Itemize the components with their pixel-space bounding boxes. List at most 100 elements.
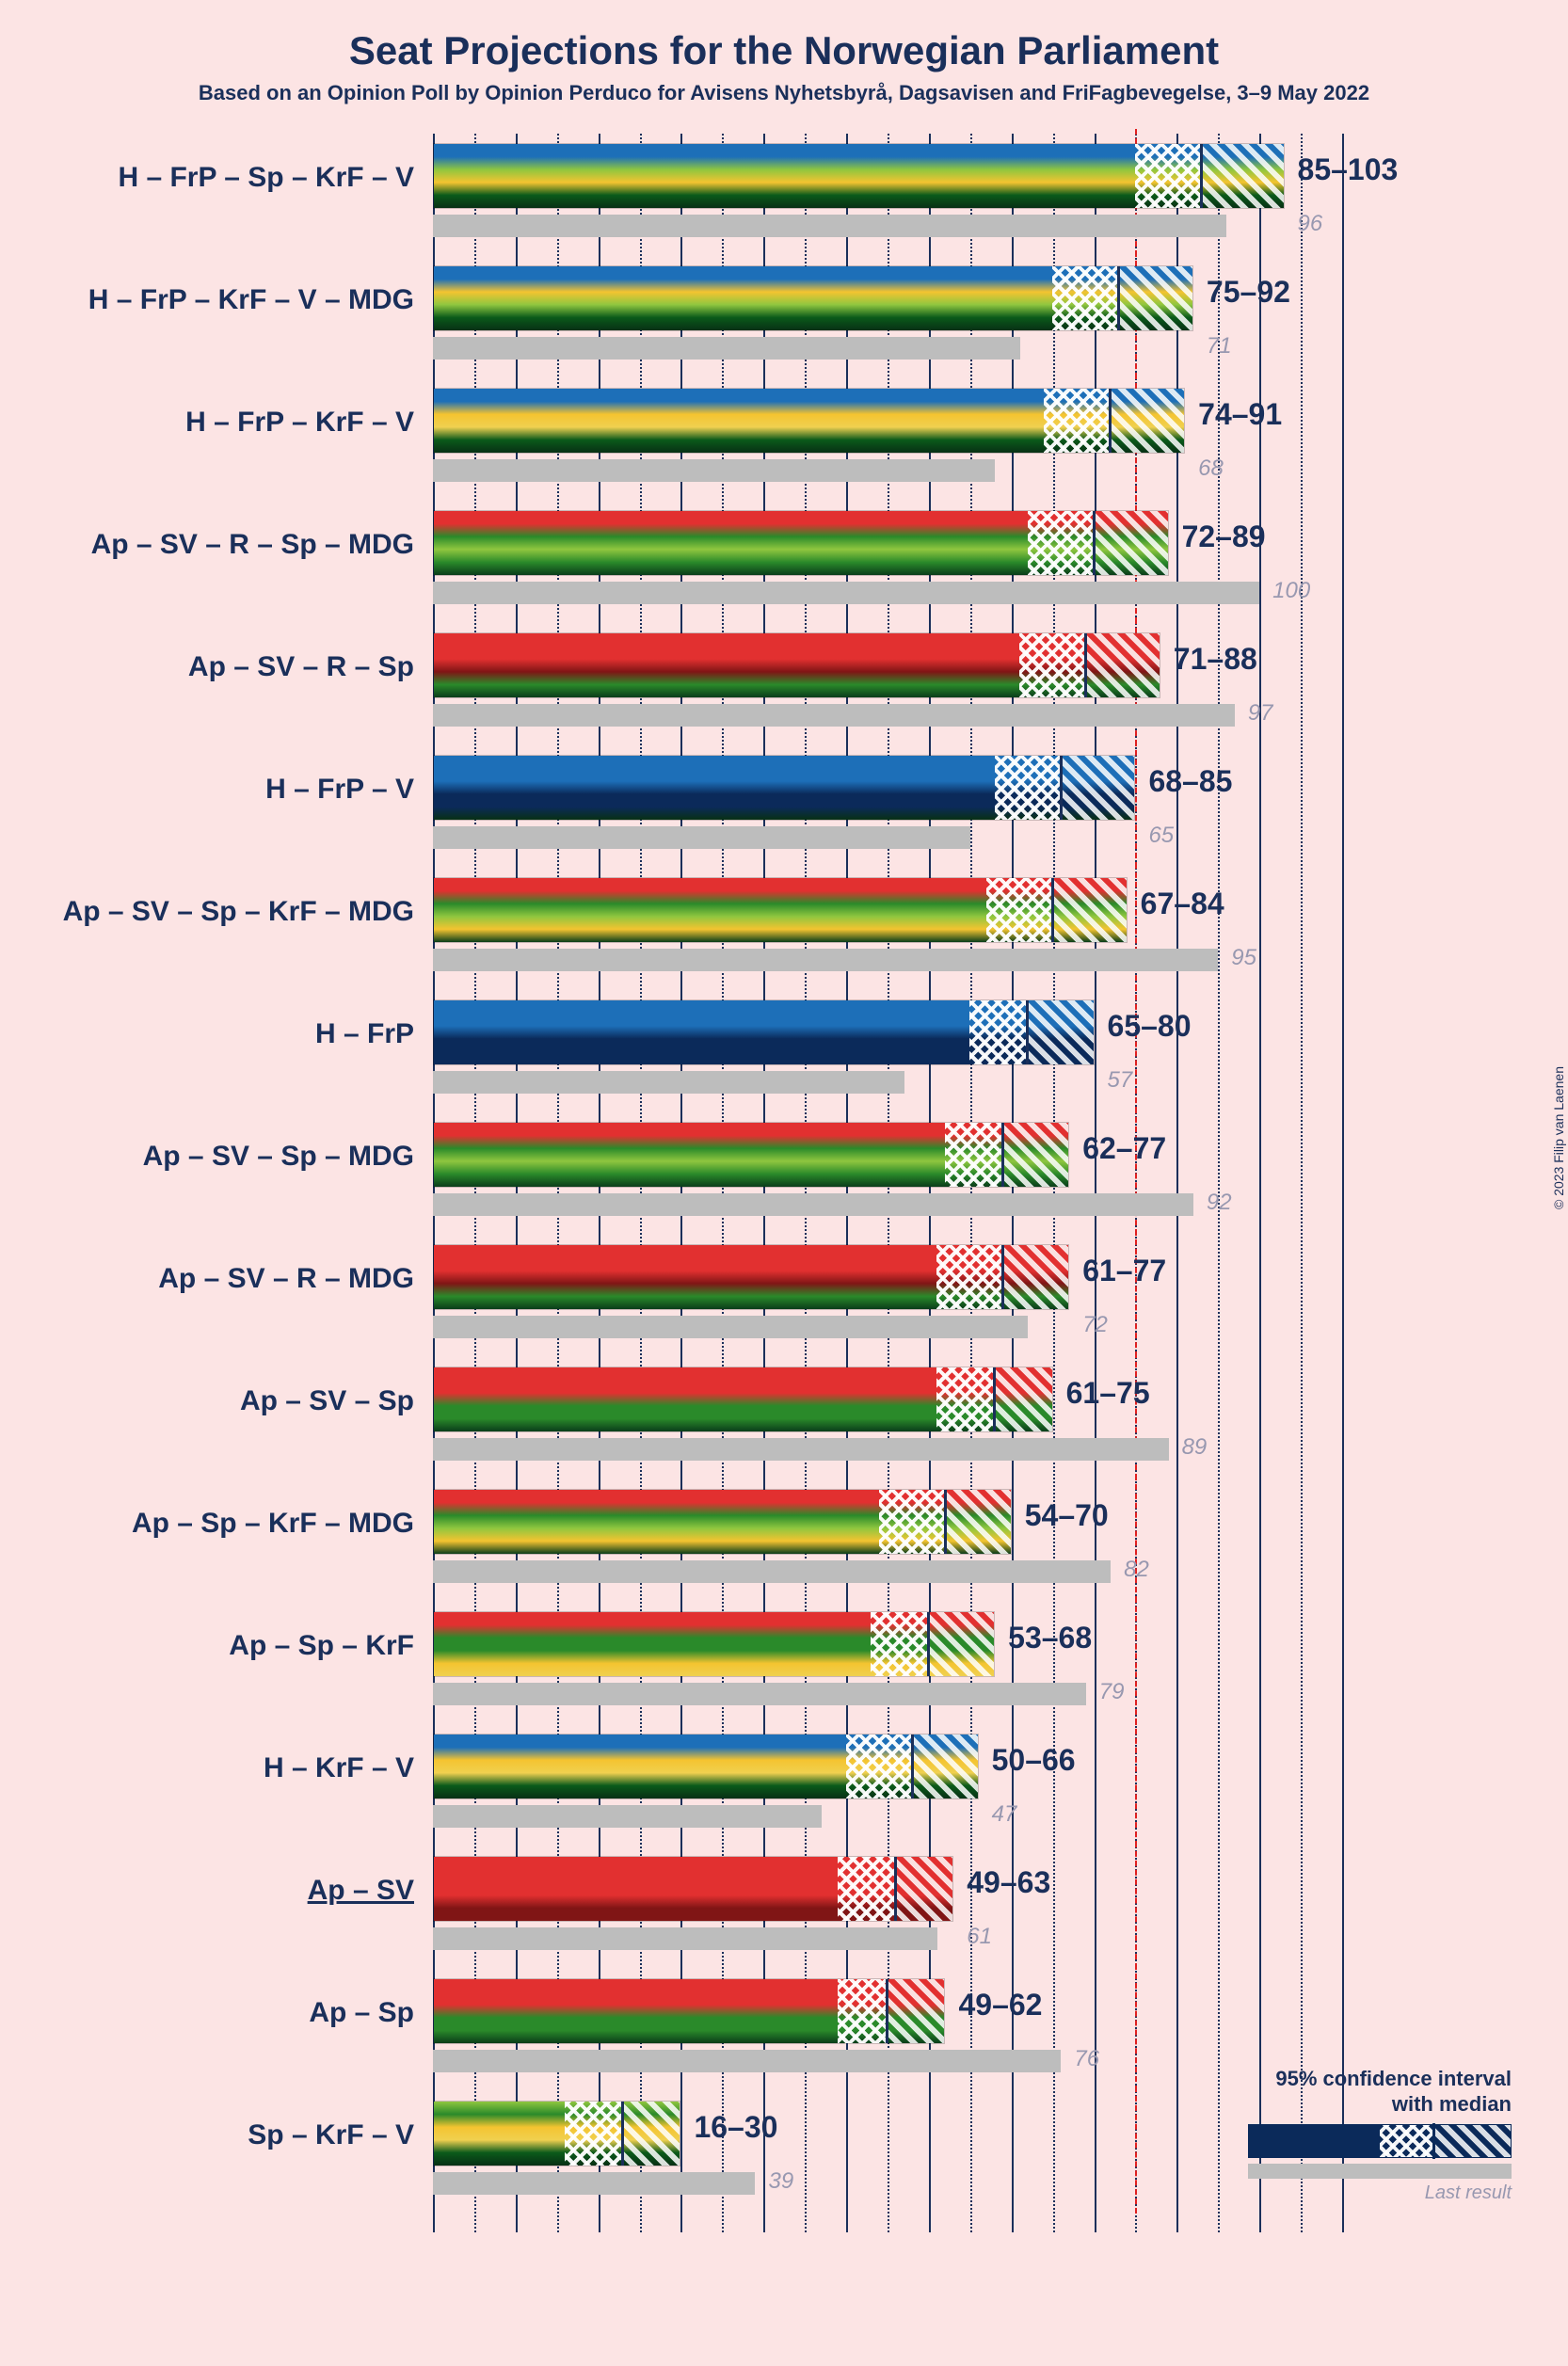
last-result-bar xyxy=(433,582,1259,604)
coalition-row: H – FrP – Sp – KrF – V85–10396 xyxy=(433,143,1342,247)
median-tick xyxy=(1200,143,1203,209)
median-tick xyxy=(911,1734,914,1799)
ci-lower-hatch xyxy=(945,1123,1002,1187)
last-result-label: 71 xyxy=(1207,333,1232,360)
coalition-row: H – FrP65–8057 xyxy=(433,999,1342,1103)
majority-line xyxy=(1135,1597,1137,1724)
ci-lower-hatch xyxy=(1019,633,1085,697)
median-tick xyxy=(944,1489,947,1555)
copyright: © 2023 Filip van Laenen xyxy=(1551,1066,1566,1209)
range-label: 54–70 xyxy=(1025,1498,1109,1533)
projection-bar xyxy=(433,999,1095,1065)
coalition-row: Ap – Sp – KrF – MDG54–7082 xyxy=(433,1489,1342,1592)
range-label: 71–88 xyxy=(1174,642,1257,677)
ci-lower-hatch xyxy=(986,878,1052,942)
last-result-label: 100 xyxy=(1272,578,1310,604)
median-tick xyxy=(1001,1244,1004,1310)
last-result-bar xyxy=(433,1071,904,1094)
last-result-label: 82 xyxy=(1124,1557,1149,1583)
last-result-bar xyxy=(433,826,970,849)
range-label: 67–84 xyxy=(1141,887,1224,921)
last-result-bar xyxy=(433,2050,1061,2072)
coalition-row: Sp – KrF – V16–3039 xyxy=(433,2101,1342,2204)
legend-bar xyxy=(1248,2124,1512,2158)
ci-lower-hatch xyxy=(871,1612,928,1676)
median-tick xyxy=(1026,999,1029,1065)
last-result-bar xyxy=(433,1927,937,1950)
projection-bar xyxy=(433,143,1285,209)
last-result-label: 57 xyxy=(1108,1067,1133,1094)
ci-upper-hatch xyxy=(912,1735,978,1798)
ci-lower-hatch xyxy=(879,1490,945,1554)
projection-bar xyxy=(433,1611,995,1677)
last-result-bar xyxy=(433,2172,755,2195)
projection-bar xyxy=(433,510,1169,576)
median-tick xyxy=(1117,265,1120,331)
projection-bar xyxy=(433,755,1135,821)
coalition-label: Ap – SV – Sp – KrF – MDG xyxy=(63,896,414,928)
coalition-label: H – KrF – V xyxy=(264,1752,414,1784)
median-tick xyxy=(886,1978,888,2044)
ci-upper-hatch xyxy=(1118,266,1192,330)
ci-lower-hatch xyxy=(1135,144,1201,208)
coalition-label: Ap – Sp – KrF xyxy=(229,1630,414,1662)
coalition-label: Ap – Sp – KrF – MDG xyxy=(132,1508,414,1540)
last-result-bar xyxy=(433,1560,1111,1583)
projection-bar xyxy=(433,1734,979,1799)
last-result-bar xyxy=(433,337,1020,360)
median-tick xyxy=(1109,388,1112,454)
ci-upper-hatch xyxy=(1110,389,1184,453)
coalition-row: H – FrP – KrF – V – MDG75–9271 xyxy=(433,265,1342,369)
ci-lower-hatch xyxy=(1052,266,1118,330)
coalition-label: Ap – SV – Sp xyxy=(240,1385,414,1417)
median-tick xyxy=(927,1611,930,1677)
last-result-bar xyxy=(433,704,1235,727)
majority-line xyxy=(1135,2086,1137,2214)
median-tick xyxy=(1051,877,1054,943)
median-tick xyxy=(894,1856,897,1922)
coalition-label: Ap – SV – R – MDG xyxy=(158,1263,414,1295)
coalition-row: Ap – SV – R – MDG61–7772 xyxy=(433,1244,1342,1348)
majority-line xyxy=(1135,1719,1137,1846)
median-tick xyxy=(1060,755,1063,821)
last-result-label: 72 xyxy=(1082,1312,1108,1338)
ci-upper-hatch xyxy=(1094,511,1168,575)
median-tick xyxy=(1001,1122,1004,1188)
ci-lower-hatch xyxy=(1028,511,1094,575)
chart-subtitle: Based on an Opinion Poll by Opinion Perd… xyxy=(38,81,1530,105)
last-result-label: 97 xyxy=(1248,700,1273,727)
coalition-row: H – FrP – KrF – V74–9168 xyxy=(433,388,1342,491)
median-tick xyxy=(1093,510,1096,576)
last-result-label: 92 xyxy=(1207,1190,1232,1216)
projection-bar xyxy=(433,1122,1069,1188)
coalition-row: Ap – SV – Sp61–7589 xyxy=(433,1367,1342,1470)
coalition-label: H – FrP – KrF – V xyxy=(185,407,414,439)
ci-lower-hatch xyxy=(838,1979,887,2043)
range-label: 49–63 xyxy=(967,1865,1050,1900)
median-tick xyxy=(621,2101,624,2166)
ci-lower-hatch xyxy=(936,1245,1002,1309)
range-label: 62–77 xyxy=(1082,1131,1166,1166)
last-result-bar xyxy=(433,215,1226,237)
coalition-row: H – KrF – V50–6647 xyxy=(433,1734,1342,1837)
ci-upper-hatch xyxy=(1002,1123,1068,1187)
last-result-label: 95 xyxy=(1231,945,1256,971)
projection-bar xyxy=(433,1856,953,1922)
projection-bar xyxy=(433,632,1160,698)
last-result-label: 61 xyxy=(967,1924,992,1950)
last-result-label: 79 xyxy=(1099,1679,1125,1705)
ci-lower-hatch xyxy=(1044,389,1110,453)
coalition-row: Ap – SV – Sp – MDG62–7792 xyxy=(433,1122,1342,1225)
coalition-label: Ap – SV – R – Sp – MDG xyxy=(91,529,414,561)
ci-upper-hatch xyxy=(1085,633,1160,697)
chart-area: H – FrP – Sp – KrF – V85–10396 H – FrP – … xyxy=(433,143,1342,2223)
projection-bar xyxy=(433,877,1128,943)
legend: 95% confidence interval with median Last… xyxy=(1248,2067,1512,2204)
last-result-bar xyxy=(433,1805,822,1828)
majority-line xyxy=(1135,1964,1137,2091)
last-result-label: 47 xyxy=(992,1801,1017,1828)
projection-bar xyxy=(433,388,1185,454)
ci-upper-hatch xyxy=(945,1490,1011,1554)
last-result-label: 76 xyxy=(1074,2046,1099,2072)
legend-title: 95% confidence interval with median xyxy=(1248,2067,1512,2117)
